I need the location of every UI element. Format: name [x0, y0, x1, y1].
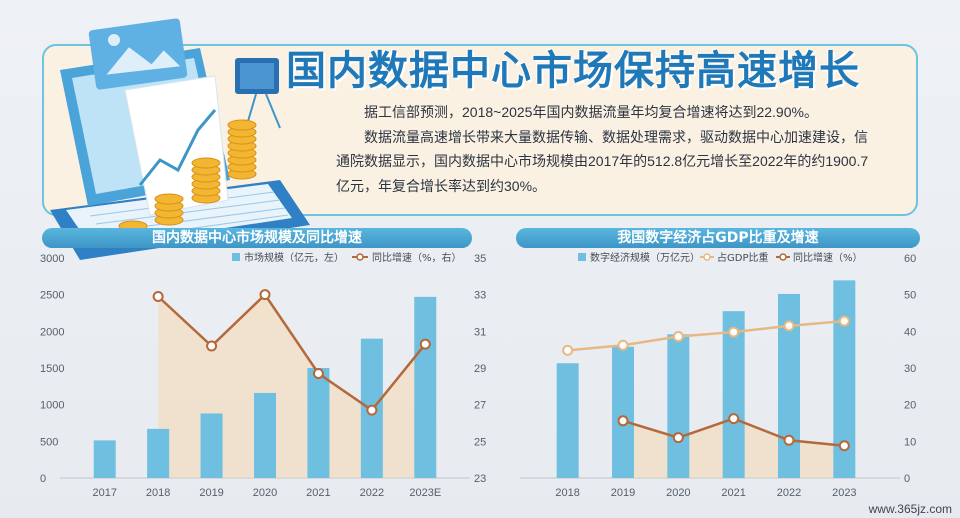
chart1-xtick: 2019 [199, 487, 223, 499]
chart1-ytick-right: 33 [474, 290, 486, 302]
chart2-xtick: 2022 [777, 487, 801, 499]
chart1-ytick-left: 1000 [40, 400, 64, 412]
chart1-ytick-left: 2000 [40, 326, 64, 338]
page-title: 国内数据中心市场保持高速增长 [286, 48, 860, 94]
chart1-ytick-right: 23 [474, 473, 486, 485]
chart2-xtick: 2020 [666, 487, 690, 499]
chart1-xtick: 2017 [92, 487, 116, 499]
chart2-growth-point [617, 415, 629, 427]
chart2-legend-growth-marker [779, 253, 787, 261]
chart2-legend-share-label: 占GDP比重 [717, 251, 768, 264]
chart2-ytick-right: 30 [904, 363, 916, 375]
chart2-xtick: 2021 [721, 487, 745, 499]
chart1-bar [200, 413, 223, 478]
chart2-growth-point [838, 440, 850, 452]
chart1-bar [307, 368, 330, 478]
chart1-growth-point [312, 368, 324, 379]
chart1-ytick-left: 1500 [40, 363, 64, 375]
chart1-legend-line-label: 同比增速（%，右） [372, 251, 462, 264]
chart1-legend-bar-swatch [232, 253, 240, 261]
watermark: www.365jz.com [868, 502, 952, 516]
chart1-market-size: 市场规模（亿元，左） 同比增速（%，右） 0 500 1000 1500 2000 2500 3… [40, 251, 486, 499]
chart1-legend-bar-label: 市场规模（亿元，左） [244, 251, 344, 264]
chart2-xtick: 2023 [832, 487, 856, 499]
chart1-ytick-right: 31 [474, 326, 486, 338]
chart2-title: 我国数字经济占GDP比重及增速 [516, 228, 920, 248]
chart1-xtick: 2018 [146, 487, 170, 499]
chart2-ytick-right: 40 [904, 326, 916, 338]
chart2-growth-point [672, 432, 684, 444]
chart2-share-line [567, 319, 845, 352]
chart1-ytick-right: 25 [474, 436, 486, 448]
chart2-xtick: 2019 [611, 487, 635, 499]
chart2-legend-growth-label: 同比增速（%） [793, 251, 863, 264]
chart2-bar [778, 293, 800, 478]
chart2-ytick-right: 20 [904, 400, 916, 412]
chart2-bar [722, 311, 745, 478]
chart1-growth-point [152, 291, 164, 302]
chart1-ytick-left: 2500 [40, 290, 64, 302]
chart2-bar [612, 346, 634, 478]
chart1-xtick: 2021 [306, 487, 330, 499]
chart1-bar [254, 392, 276, 478]
chart2-legend-share-marker [703, 253, 711, 261]
chart2-share-point [672, 330, 684, 342]
chart1-bar [93, 440, 116, 478]
chart2-share-point [728, 326, 740, 338]
intro-text: 据工信部预测，2018~2025年国内数据流量年均复合增速将达到22.90%。 … [336, 100, 876, 198]
chart2-growth-point [728, 413, 740, 425]
chart1-growth-line [157, 292, 427, 412]
chart2-ytick-right: 0 [904, 473, 910, 485]
chart1-growth-point [419, 338, 431, 350]
chart1-bar [414, 296, 437, 478]
chart2-share-point [617, 339, 629, 351]
chart1-xtick: 2023E [409, 487, 441, 499]
chart1-xtick: 2022 [360, 487, 384, 499]
chart1-ytick-right: 35 [474, 253, 486, 265]
chart2-ytick-right: 10 [904, 436, 916, 448]
chart1-growth-point [206, 340, 218, 352]
chart1-ytick-right: 27 [474, 400, 486, 412]
intro-paragraph-1: 据工信部预测，2018~2025年国内数据流量年均复合增速将达到22.90%。 [364, 104, 818, 120]
chart2-share-point [783, 320, 795, 332]
chart2-digital-economy: 数字经济规模（万亿元） 占GDP比重 同比增速（%） 0 10 20 30 40 50 60 201… [520, 251, 916, 499]
intro-paragraph-2: 数据流量高速增长带来大量数据传输、数据处理需求，驱动数据中心加速建设，信通院数据… [336, 128, 869, 194]
chart1-growth-point [259, 289, 271, 301]
chart1-growth-point [366, 404, 378, 416]
chart2-bar [833, 280, 856, 478]
chart2-xtick: 2018 [555, 487, 579, 499]
chart1-xtick: 2020 [253, 487, 277, 499]
chart2-legend-bar-label: 数字经济规模（万亿元） [590, 251, 700, 264]
chart1-ytick-left: 3000 [40, 253, 64, 265]
chart2-share-point [838, 315, 850, 327]
chart2-legend-bar-swatch [578, 253, 586, 261]
chart2-bar [556, 363, 579, 478]
chart1-growth-area [158, 294, 426, 478]
chart1-bar [147, 428, 170, 478]
chart1-title: 国内数据中心市场规模及同比增速 [42, 228, 472, 248]
chart2-growth-point [783, 434, 795, 446]
chart2-bar [667, 334, 690, 478]
chart2-share-point [562, 344, 574, 356]
chart2-ytick-right: 60 [904, 253, 916, 265]
chart1-ytick-left: 0 [40, 473, 46, 485]
chart2-ytick-right: 50 [904, 290, 916, 302]
chart1-ytick-right: 29 [474, 363, 486, 375]
chart1-legend-line-marker [356, 253, 364, 261]
chart1-ytick-left: 500 [40, 436, 58, 448]
